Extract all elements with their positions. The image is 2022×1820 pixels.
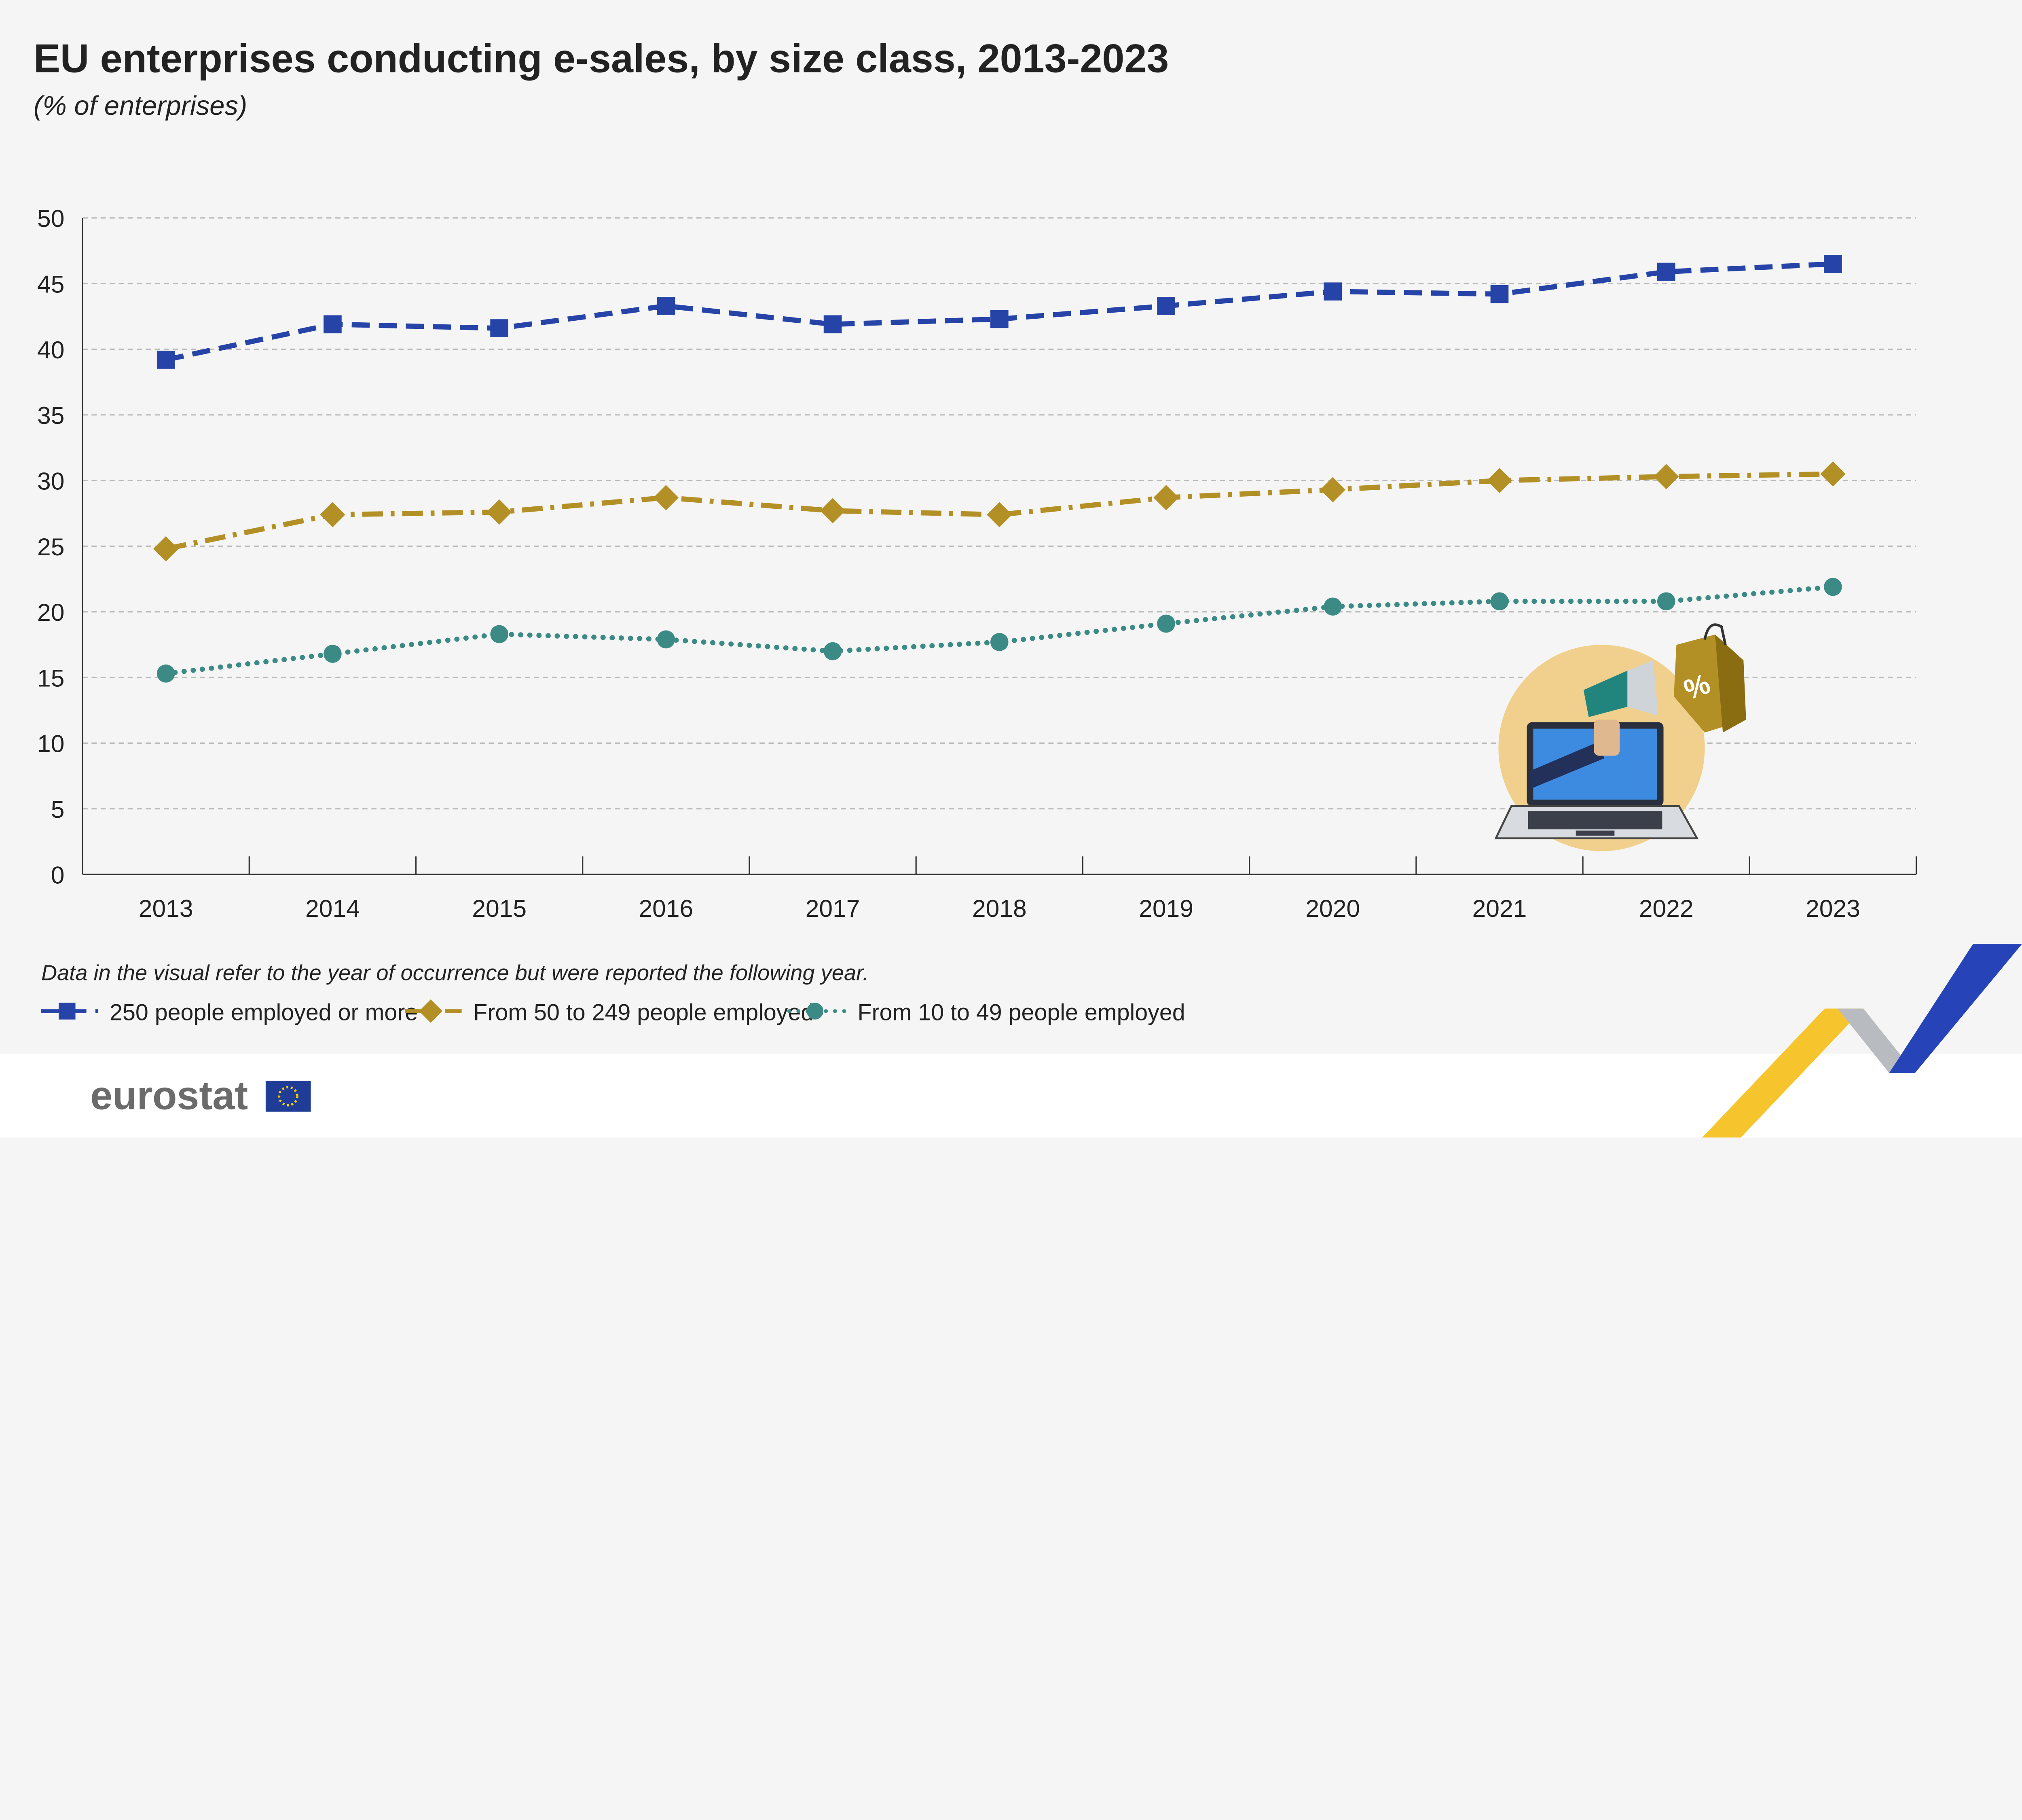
logo-text: eurostat: [90, 1073, 248, 1117]
x-tick-label: 2022: [1639, 895, 1694, 922]
x-tick-label: 2023: [1806, 895, 1860, 922]
y-tick-label: 10: [37, 730, 64, 758]
data-point: [157, 665, 175, 683]
data-point: [1324, 282, 1342, 301]
chart-title: EU enterprises conducting e-sales, by si…: [34, 36, 1169, 81]
data-point: [823, 642, 842, 660]
chart: EU enterprises conducting e-sales, by si…: [0, 0, 2022, 1138]
data-point: [1824, 578, 1842, 596]
y-tick-label: 25: [37, 533, 64, 561]
legend-label: From 10 to 49 people employed: [858, 999, 1185, 1025]
data-point: [324, 315, 342, 334]
data-point: [153, 536, 179, 562]
y-tick-label: 30: [37, 467, 64, 495]
eurostat-logo: eurostat: [90, 1073, 311, 1117]
x-tick-label: 2014: [305, 895, 360, 922]
data-point: [1157, 614, 1175, 633]
legend-marker: [419, 999, 443, 1023]
x-tick-label: 2019: [1139, 895, 1193, 922]
x-tick-label: 2020: [1305, 895, 1360, 922]
data-point: [657, 630, 675, 649]
x-tick-label: 2017: [806, 895, 860, 922]
data-point: [486, 499, 512, 525]
e-commerce-illustration: %: [1494, 623, 1746, 851]
series-line: [163, 584, 1836, 676]
data-point: [1657, 592, 1675, 611]
footnote: Data in the visual refer to the year of …: [41, 961, 869, 985]
data-point: [1487, 468, 1512, 493]
data-point: [653, 485, 679, 510]
data-point: [990, 633, 1009, 651]
axes: 0 5 10 15 20 25 30 35 40 45 50 2013 2014 2015 2016 2017…: [37, 205, 1917, 922]
x-tick-label: 2021: [1472, 895, 1527, 922]
y-tick-label: 20: [37, 599, 64, 626]
x-tick-label: 2015: [472, 895, 527, 922]
data-point: [1157, 297, 1175, 315]
data-point: [1320, 477, 1345, 503]
y-tick-label: 45: [37, 271, 64, 298]
legend-marker: [59, 1003, 76, 1020]
y-tick-label: 5: [51, 796, 65, 823]
data-point: [1490, 285, 1509, 303]
chart-subtitle: (% of enterprises): [34, 91, 247, 121]
footer: [0, 1054, 2022, 1138]
series-line: [165, 471, 1833, 552]
data-point: [490, 319, 508, 337]
legend-label: 250 people employed or more: [110, 999, 418, 1025]
data-point: [320, 502, 345, 527]
legend-label: From 50 to 249 people employed: [473, 999, 814, 1025]
legend-marker: [806, 1003, 824, 1020]
data-point: [657, 297, 675, 315]
corner-ribbon-decoration: [1702, 944, 2022, 1138]
data-point: [823, 315, 842, 334]
data-point: [490, 625, 508, 643]
data-point: [324, 645, 342, 663]
data-point: [1153, 485, 1179, 510]
data-point: [990, 310, 1009, 328]
y-tick-label: 0: [51, 861, 65, 889]
data-point: [1657, 262, 1675, 281]
x-tick-label: 2018: [972, 895, 1027, 922]
series-lines: [153, 255, 1846, 683]
y-tick-label: 35: [37, 402, 64, 429]
y-tick-label: 40: [37, 336, 64, 364]
background: [0, 0, 2022, 1138]
x-tick-label: 2016: [639, 895, 693, 922]
eu-flag-icon: [265, 1081, 311, 1112]
legend: 250 people employed or more From 50 to 24…: [41, 999, 1185, 1025]
y-tick-label: 50: [37, 205, 64, 232]
data-point: [820, 498, 846, 524]
y-tick-label: 15: [37, 664, 64, 692]
data-point: [1490, 592, 1509, 611]
data-point: [1324, 597, 1342, 616]
data-point: [1824, 255, 1842, 273]
data-point: [1820, 461, 1846, 487]
x-tick-label: 2013: [139, 895, 193, 922]
data-point: [987, 502, 1012, 527]
data-point: [157, 351, 175, 369]
